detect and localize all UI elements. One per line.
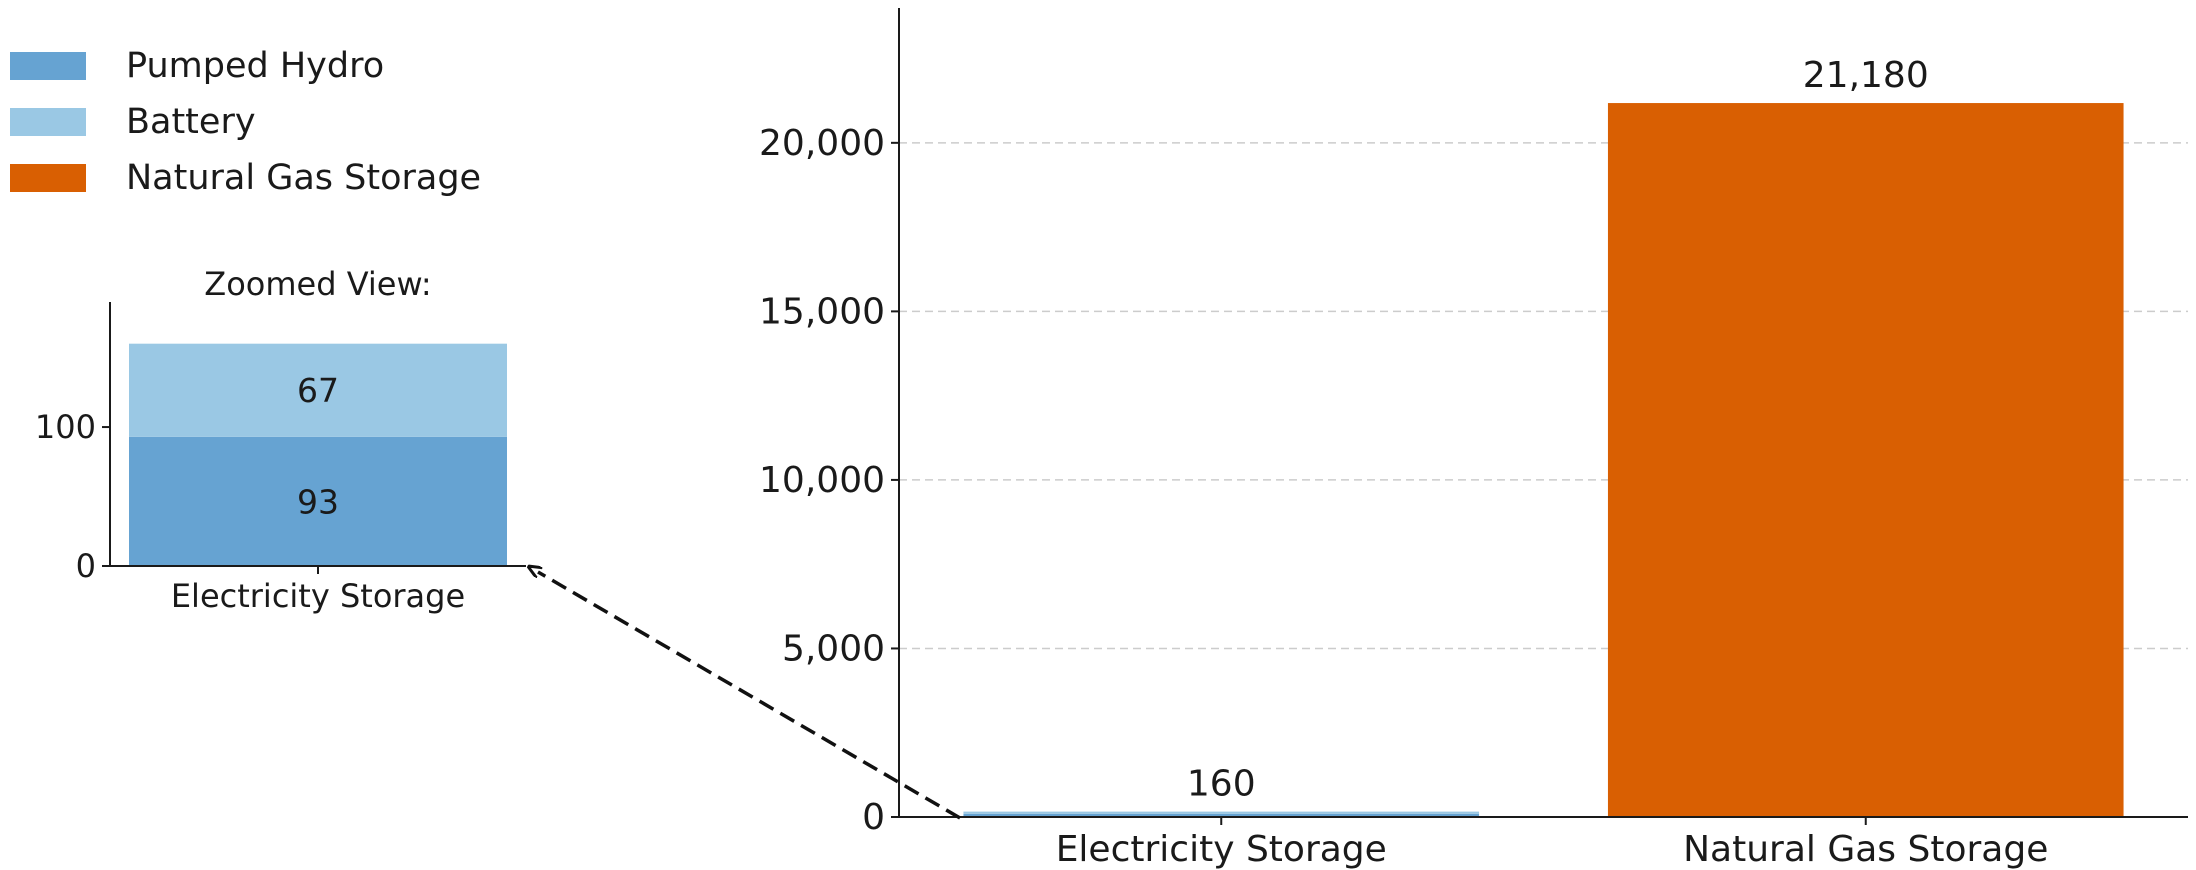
zoomed-view-title: Zoomed View: — [204, 265, 431, 303]
y-tick-label-5000: 5,000 — [782, 628, 885, 669]
bar-electricity-storage-battery — [963, 811, 1480, 814]
legend-item-pumped-hydro: Pumped Hydro — [10, 38, 481, 94]
legend-swatch-battery — [10, 108, 86, 136]
zoom-segment-label-pumped-hydro: 93 — [297, 482, 339, 521]
zoom-bar-segment-pumped-hydro — [129, 436, 507, 566]
zoom-connector-arrow — [538, 572, 961, 820]
legend-label-pumped-hydro: Pumped Hydro — [126, 46, 385, 86]
x-tick-label-natural-gas-storage: Natural Gas Storage — [1683, 829, 2048, 870]
bar-total-label-electricity-storage: 160 — [1187, 764, 1256, 805]
y-tick-label-10000: 10,000 — [759, 460, 885, 501]
zoomed-view-chart: Zoomed View: 93 67 0 100 Electricity Storage — [35, 265, 526, 615]
legend-item-natural-gas: Natural Gas Storage — [10, 150, 481, 206]
bar-electricity-storage-pumped-hydro — [963, 813, 1480, 817]
legend-swatch-natural-gas — [10, 164, 86, 192]
y-tick-label-20000: 20,000 — [759, 123, 885, 164]
zoom-y-tick-label-100: 100 — [35, 408, 96, 446]
zoom-segment-label-battery: 67 — [297, 371, 339, 410]
zoom-bar-segment-battery — [129, 343, 507, 437]
y-tick-label-15000: 15,000 — [759, 291, 885, 332]
bar-total-label-natural-gas-storage: 21,180 — [1803, 55, 1929, 96]
bar-natural-gas-storage-natural-gas-storage — [1607, 103, 2124, 818]
legend-label-battery: Battery — [126, 102, 256, 142]
legend: Pumped Hydro Battery Natural Gas Storage — [10, 38, 481, 206]
main-chart: 160 Electricity Storage 21,180 Natural Gas … — [759, 8, 2188, 870]
x-tick-label-electricity-storage: Electricity Storage — [1056, 829, 1387, 870]
zoom-x-tick-label: Electricity Storage — [171, 577, 465, 615]
y-tick-label-0: 0 — [862, 797, 885, 838]
zoom-y-tick-label-0: 0 — [76, 547, 96, 585]
legend-item-battery: Battery — [10, 94, 481, 150]
legend-swatch-pumped-hydro — [10, 52, 86, 80]
legend-label-natural-gas: Natural Gas Storage — [126, 158, 482, 198]
